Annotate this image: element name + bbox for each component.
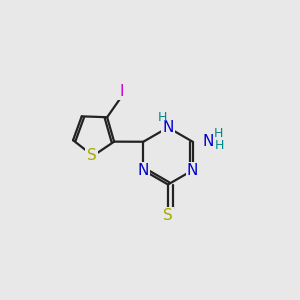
Text: N: N <box>162 120 174 135</box>
Text: S: S <box>87 148 96 163</box>
Text: N: N <box>138 163 149 178</box>
Text: N: N <box>187 163 198 178</box>
Text: N: N <box>202 134 214 149</box>
Text: I: I <box>119 84 124 99</box>
Text: S: S <box>163 208 173 223</box>
Text: H: H <box>158 111 167 124</box>
Text: H: H <box>214 127 224 140</box>
Text: H: H <box>215 139 224 152</box>
